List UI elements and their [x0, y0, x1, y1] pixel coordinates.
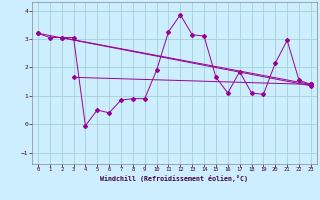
X-axis label: Windchill (Refroidissement éolien,°C): Windchill (Refroidissement éolien,°C) [100, 175, 248, 182]
